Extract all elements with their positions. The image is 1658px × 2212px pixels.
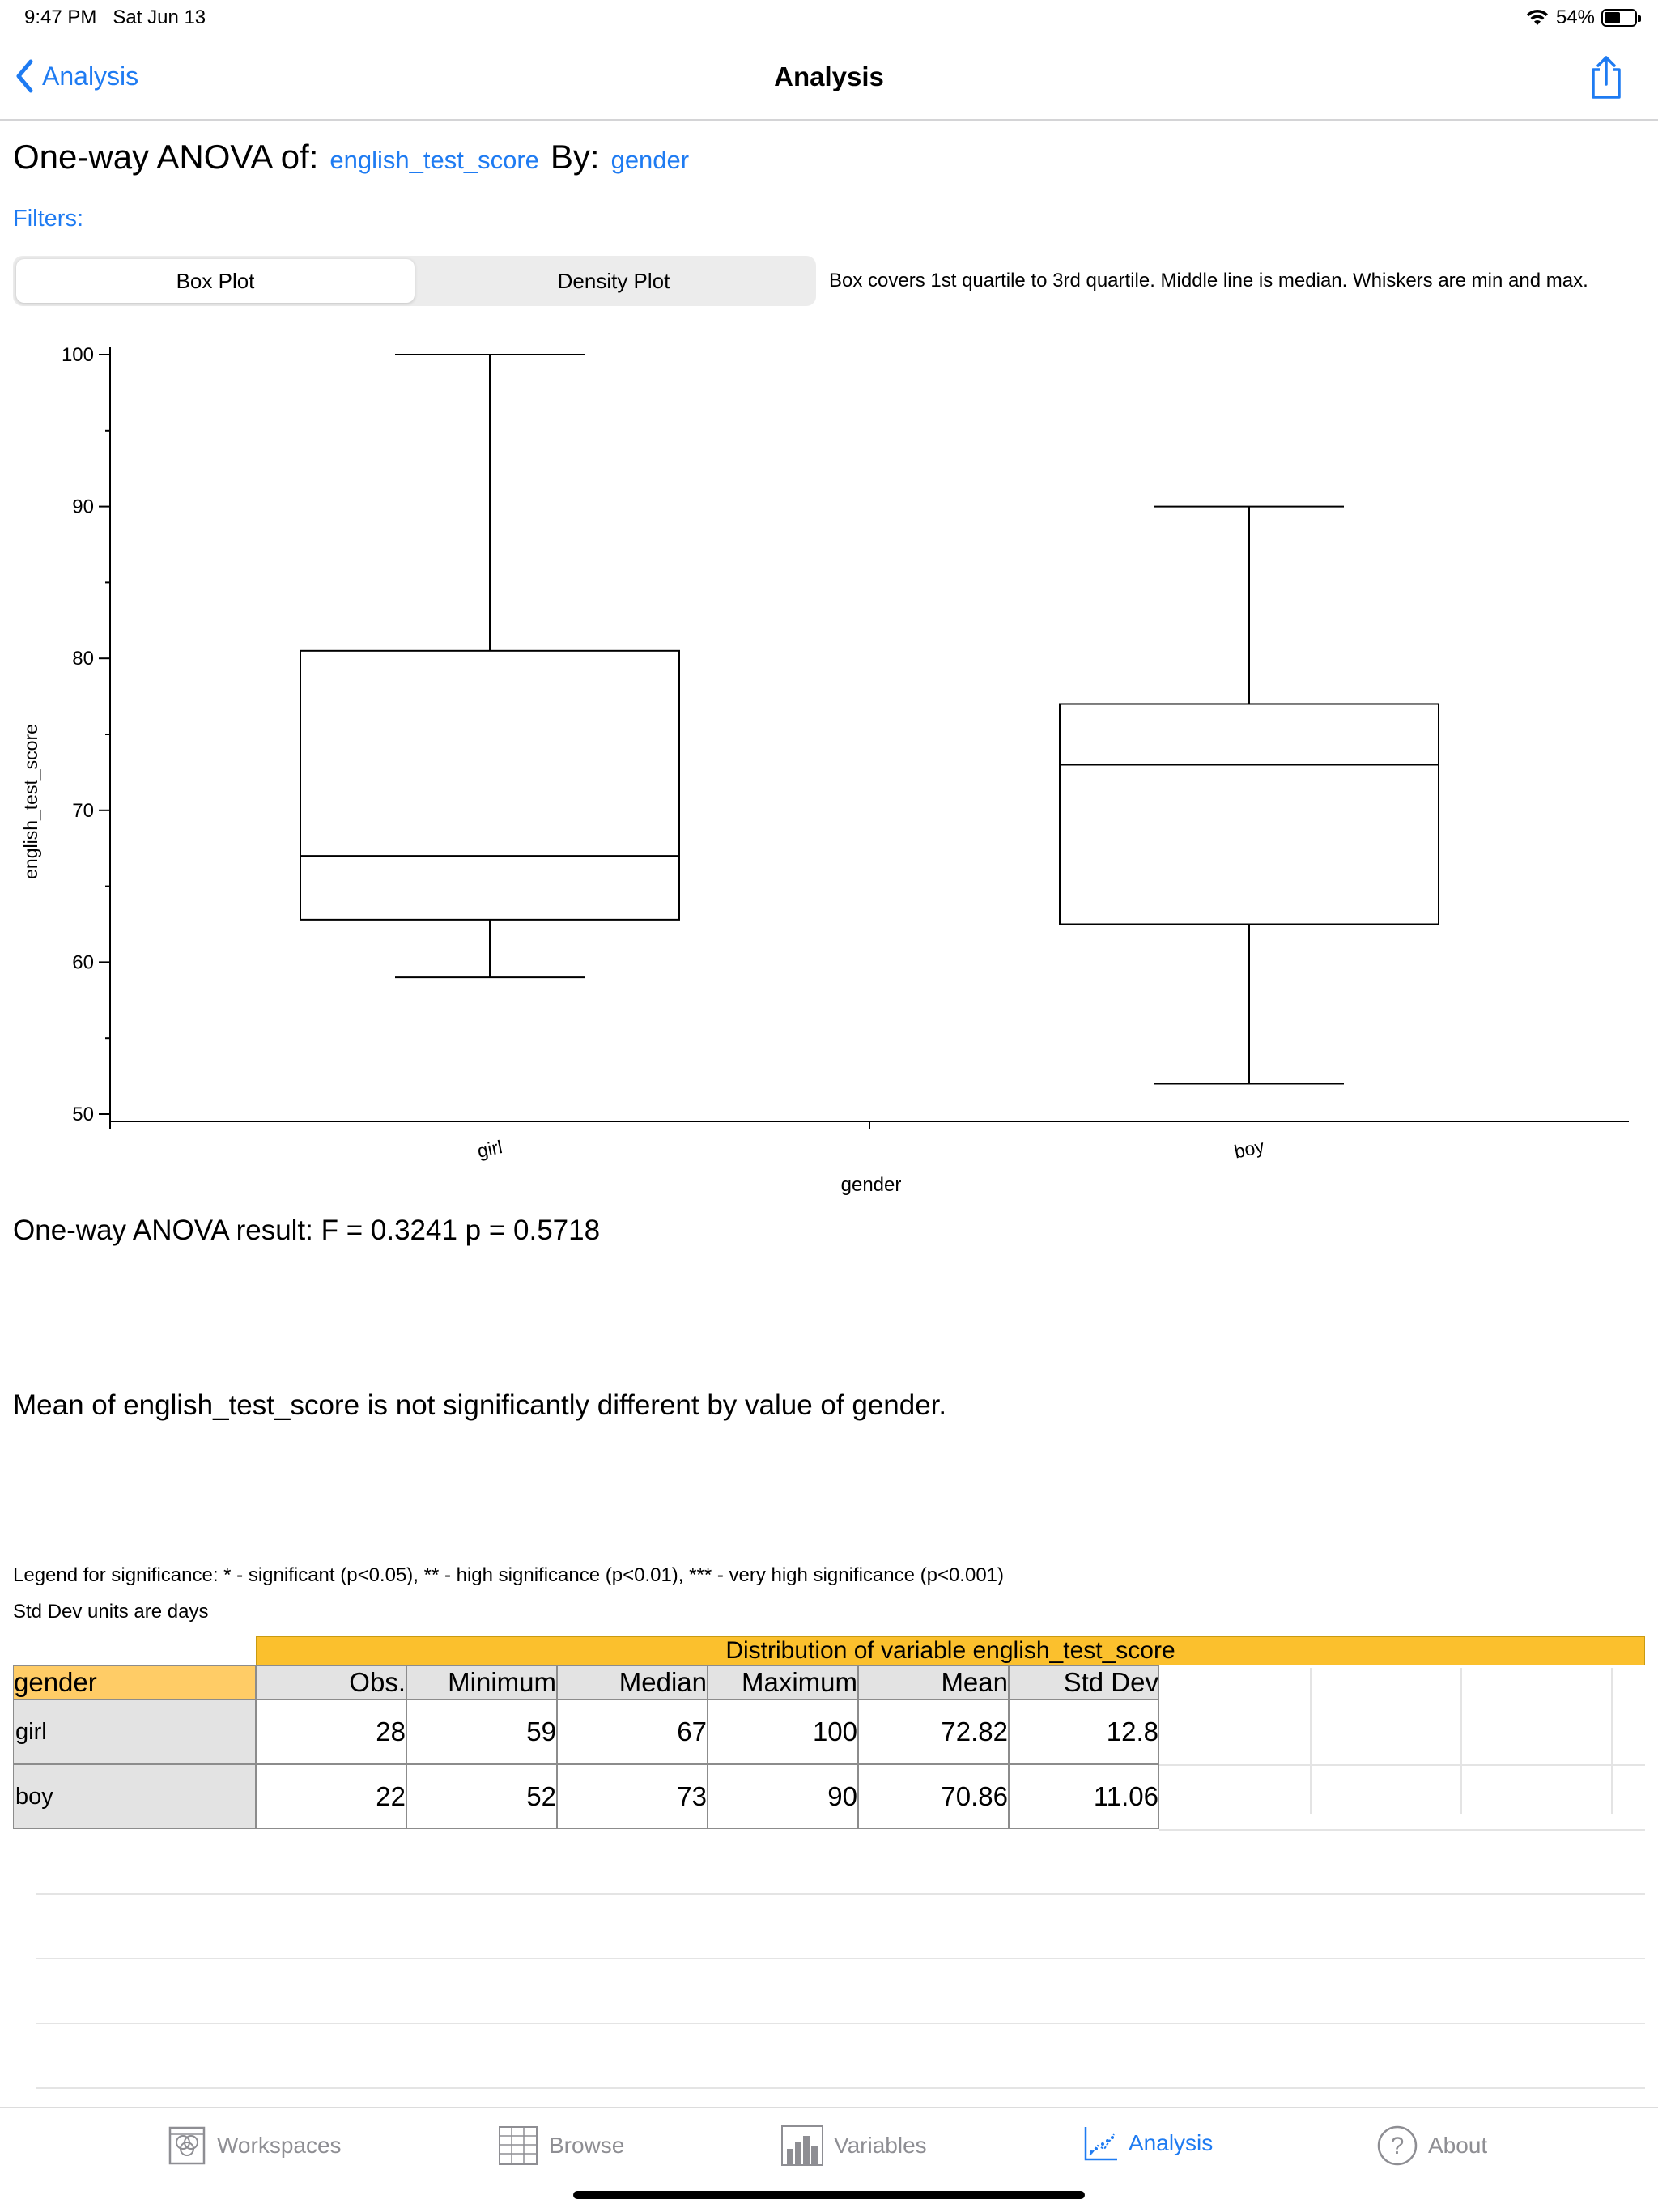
table-cell: 70.86 xyxy=(858,1764,1009,1829)
status-date: Sat Jun 13 xyxy=(113,6,206,28)
y-tick-label: 60 xyxy=(72,951,94,973)
filters-link[interactable]: Filters: xyxy=(13,206,83,232)
anova-conclusion: Mean of english_test_score is not signif… xyxy=(13,1389,947,1421)
tab-variables[interactable]: Variables xyxy=(780,2125,927,2167)
y-tick-label: 80 xyxy=(72,648,94,670)
tab-label: Workspaces xyxy=(217,2133,342,2158)
col-header-minimum: Minimum xyxy=(406,1665,557,1699)
tab-about[interactable]: ? About xyxy=(1376,2125,1487,2167)
table-cell: 59 xyxy=(406,1699,557,1764)
table-cell: 28 xyxy=(256,1699,406,1764)
tab-label: Variables xyxy=(834,2133,927,2158)
battery-icon xyxy=(1601,9,1641,27)
back-label: Analysis xyxy=(42,61,139,91)
col-header-std-dev: Std Dev xyxy=(1009,1665,1159,1699)
tabbar-divider xyxy=(0,2107,1658,2108)
table-cell: 90 xyxy=(708,1764,858,1829)
y-tick-label: 70 xyxy=(72,800,94,822)
table-cell: 22 xyxy=(256,1764,406,1829)
row-header: gender xyxy=(13,1665,256,1699)
svg-text:?: ? xyxy=(1391,2133,1405,2159)
chevron-left-icon xyxy=(16,59,33,93)
x-tick-label: boy xyxy=(1232,1135,1266,1162)
home-indicator xyxy=(573,2191,1085,2199)
empty-grid-line xyxy=(1159,1829,1645,1831)
col-header-median: Median xyxy=(557,1665,708,1699)
battery-tip xyxy=(1638,15,1641,22)
col-header-mean: Mean xyxy=(858,1665,1009,1699)
nav-divider xyxy=(0,119,1658,121)
box-plot-note: Box covers 1st quartile to 3rd quartile.… xyxy=(829,270,1588,291)
row-label-girl: girl xyxy=(13,1699,256,1764)
table-cell: 12.8 xyxy=(1009,1699,1159,1764)
tab-analysis[interactable]: Analysis xyxy=(1083,2125,1213,2162)
empty-grid-line xyxy=(1460,1668,1462,1814)
analysis-chart-icon xyxy=(1084,2127,1117,2161)
wifi-icon xyxy=(1526,9,1548,25)
variables-chart-icon xyxy=(781,2125,823,2166)
segment-density-plot[interactable]: Density Plot xyxy=(557,268,670,293)
heading-prefix: One-way ANOVA of: xyxy=(13,138,319,176)
empty-grid-line xyxy=(1611,1668,1613,1814)
significance-legend: Legend for significance: * - significant… xyxy=(13,1564,1005,1586)
browse-grid-icon xyxy=(499,2126,538,2165)
plot-type-segmented-control: Box Plot Density Plot xyxy=(13,256,816,306)
empty-grid-line xyxy=(1310,1668,1312,1814)
units-note: Std Dev units are days xyxy=(13,1601,209,1623)
status-right: 54% xyxy=(1525,6,1641,29)
table-cell: 67 xyxy=(557,1699,708,1764)
y-tick-label: 50 xyxy=(72,1104,94,1125)
col-header-obs: Obs. xyxy=(256,1665,406,1699)
status-time: 9:47 PM Sat Jun 13 xyxy=(24,6,206,29)
table-title: Distribution of variable english_test_sc… xyxy=(256,1636,1645,1665)
nav-title: Analysis xyxy=(774,62,884,91)
table-cell: 72.82 xyxy=(858,1699,1009,1764)
table-cell: 100 xyxy=(708,1699,858,1764)
tab-label: Browse xyxy=(549,2133,625,2158)
heading-by-label: By: xyxy=(550,138,600,176)
battery-percent: 54% xyxy=(1555,6,1595,28)
row-label-boy: boy xyxy=(13,1764,256,1829)
analysis-heading: One-way ANOVA of: english_test_score By:… xyxy=(13,138,689,177)
back-button[interactable]: Analysis xyxy=(15,58,138,94)
box-girl xyxy=(300,649,680,921)
table-cell: 52 xyxy=(406,1764,557,1829)
about-question-icon: ? xyxy=(1377,2125,1418,2166)
segment-box-plot[interactable]: Box Plot xyxy=(16,259,414,303)
variable-selector[interactable]: english_test_score xyxy=(329,146,539,174)
y-tick-label: 100 xyxy=(62,344,94,366)
workspaces-icon xyxy=(168,2126,206,2165)
empty-grid-line xyxy=(1159,1764,1645,1766)
tab-label: About xyxy=(1428,2133,1488,2158)
tab-browse[interactable]: Browse xyxy=(497,2125,624,2167)
by-variable-selector[interactable]: gender xyxy=(610,146,690,174)
empty-grid-line xyxy=(36,1893,1645,1895)
empty-grid-line xyxy=(36,2023,1645,2024)
battery-level xyxy=(1605,12,1621,23)
x-axis-label: gender xyxy=(841,1174,902,1196)
status-clock: 9:47 PM xyxy=(24,6,97,28)
table-cell: 73 xyxy=(557,1764,708,1829)
col-header-maximum: Maximum xyxy=(708,1665,858,1699)
empty-grid-line xyxy=(36,2087,1645,2089)
tab-workspaces[interactable]: Workspaces xyxy=(167,2125,342,2167)
y-axis-label: english_test_score xyxy=(20,724,41,879)
box-boy xyxy=(1059,703,1439,925)
table-cell: 11.06 xyxy=(1009,1764,1159,1829)
anova-result: One-way ANOVA result: F = 0.3241 p = 0.5… xyxy=(13,1214,601,1246)
empty-grid-line xyxy=(36,1958,1645,1959)
y-tick-label: 90 xyxy=(72,496,94,518)
tab-label: Analysis xyxy=(1129,2130,1214,2155)
share-icon[interactable] xyxy=(1587,55,1626,100)
x-tick-label: girl xyxy=(475,1136,504,1162)
